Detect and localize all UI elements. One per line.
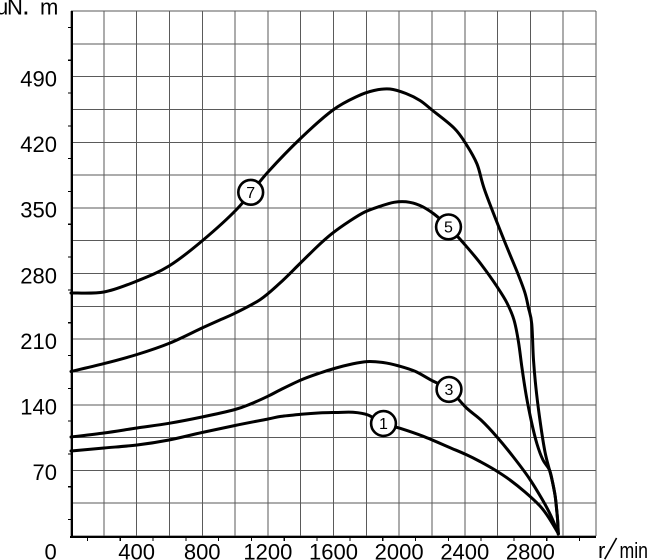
svg-text:u: u	[0, 0, 8, 20]
svg-text:7: 7	[246, 185, 255, 202]
svg-text:3: 3	[445, 382, 454, 399]
svg-text:1200: 1200	[243, 540, 292, 560]
svg-text:0: 0	[44, 540, 56, 560]
svg-text:350: 350	[20, 198, 57, 223]
svg-text:min: min	[620, 538, 649, 560]
svg-text:N: N	[7, 0, 23, 20]
svg-text:210: 210	[20, 329, 57, 354]
svg-text:m: m	[40, 0, 58, 20]
svg-text:1600: 1600	[309, 540, 358, 560]
svg-text:280: 280	[20, 263, 57, 288]
svg-text:5: 5	[444, 220, 453, 237]
svg-text:2800: 2800	[506, 540, 555, 560]
svg-text:2400: 2400	[440, 540, 489, 560]
svg-text:.: .	[22, 0, 30, 21]
svg-text:2000: 2000	[375, 540, 424, 560]
svg-text:800: 800	[184, 540, 221, 560]
svg-text:400: 400	[118, 540, 155, 560]
svg-text:r: r	[598, 538, 605, 560]
svg-text:1: 1	[379, 416, 388, 433]
svg-text:140: 140	[20, 395, 57, 420]
svg-text:490: 490	[20, 66, 57, 91]
svg-text:70: 70	[33, 460, 57, 485]
svg-text:420: 420	[20, 132, 57, 157]
